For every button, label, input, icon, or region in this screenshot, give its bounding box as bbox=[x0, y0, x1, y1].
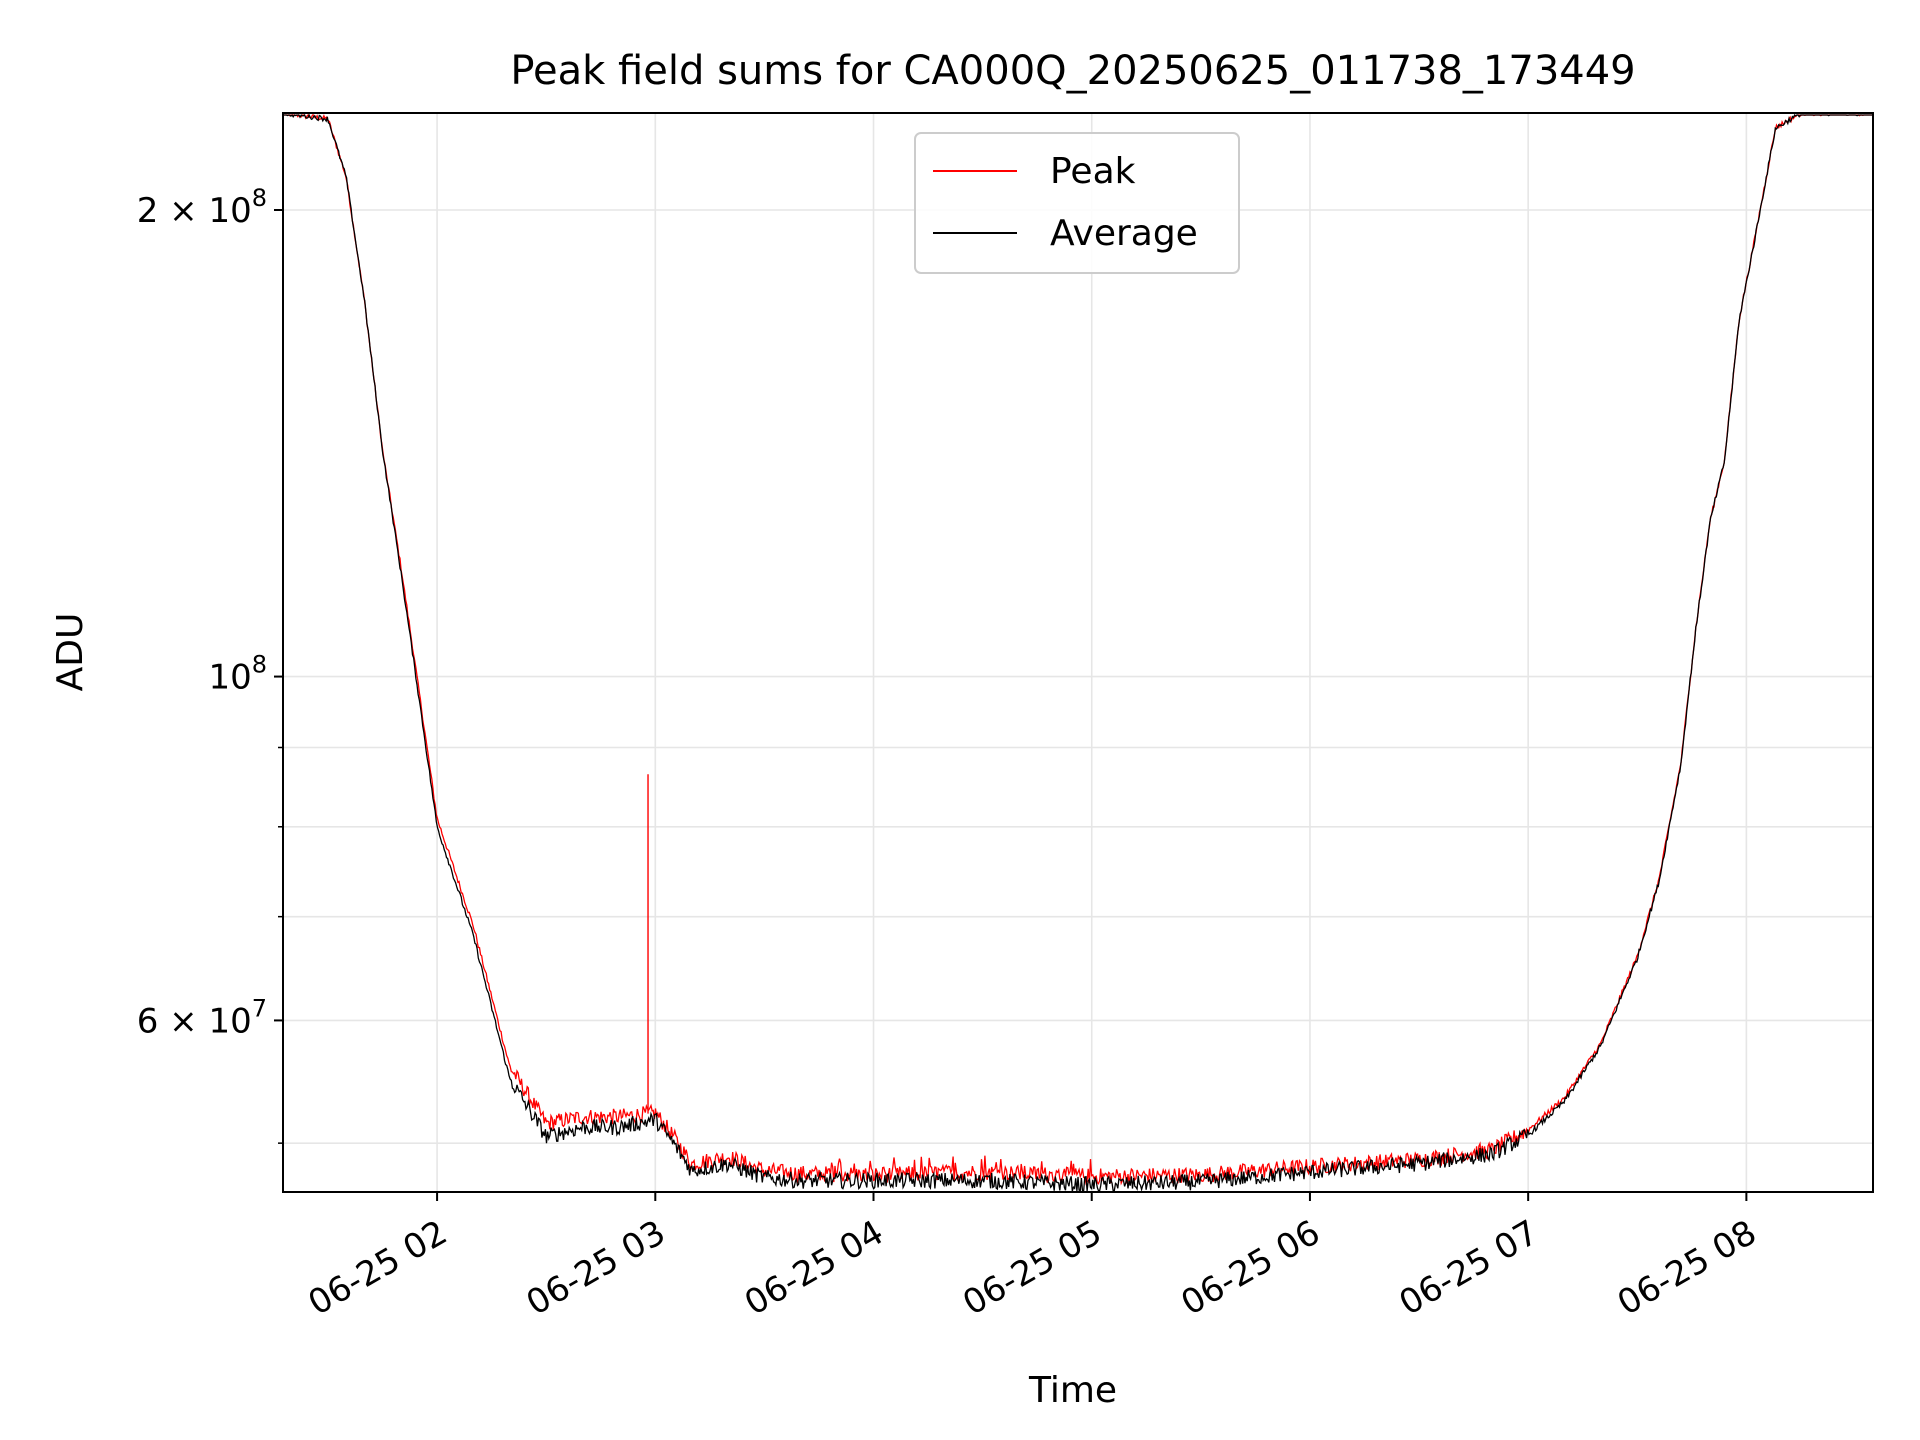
legend-box bbox=[914, 132, 1240, 274]
series-line-average bbox=[282, 113, 1873, 1193]
y-axis: 6 × 107 108 2 × 108 bbox=[137, 184, 283, 1144]
plot-frame bbox=[282, 112, 1874, 1193]
x-axis-label: Time bbox=[1028, 1370, 1117, 1411]
y-tick-label: 108 bbox=[208, 651, 267, 698]
legend-label-peak: Peak bbox=[1050, 151, 1136, 192]
legend-label-average: Average bbox=[1050, 213, 1198, 254]
series-layer bbox=[282, 113, 1873, 1193]
y-tick-label: 6 × 107 bbox=[137, 994, 267, 1041]
series-line-peak bbox=[283, 113, 1873, 1186]
chart-title: Peak field sums for CA000Q_20250625_0117… bbox=[510, 48, 1635, 94]
y-axis-label: ADU bbox=[50, 613, 91, 692]
legend: Peak Average bbox=[914, 132, 1240, 274]
y-tick-label: 2 × 108 bbox=[137, 184, 267, 231]
